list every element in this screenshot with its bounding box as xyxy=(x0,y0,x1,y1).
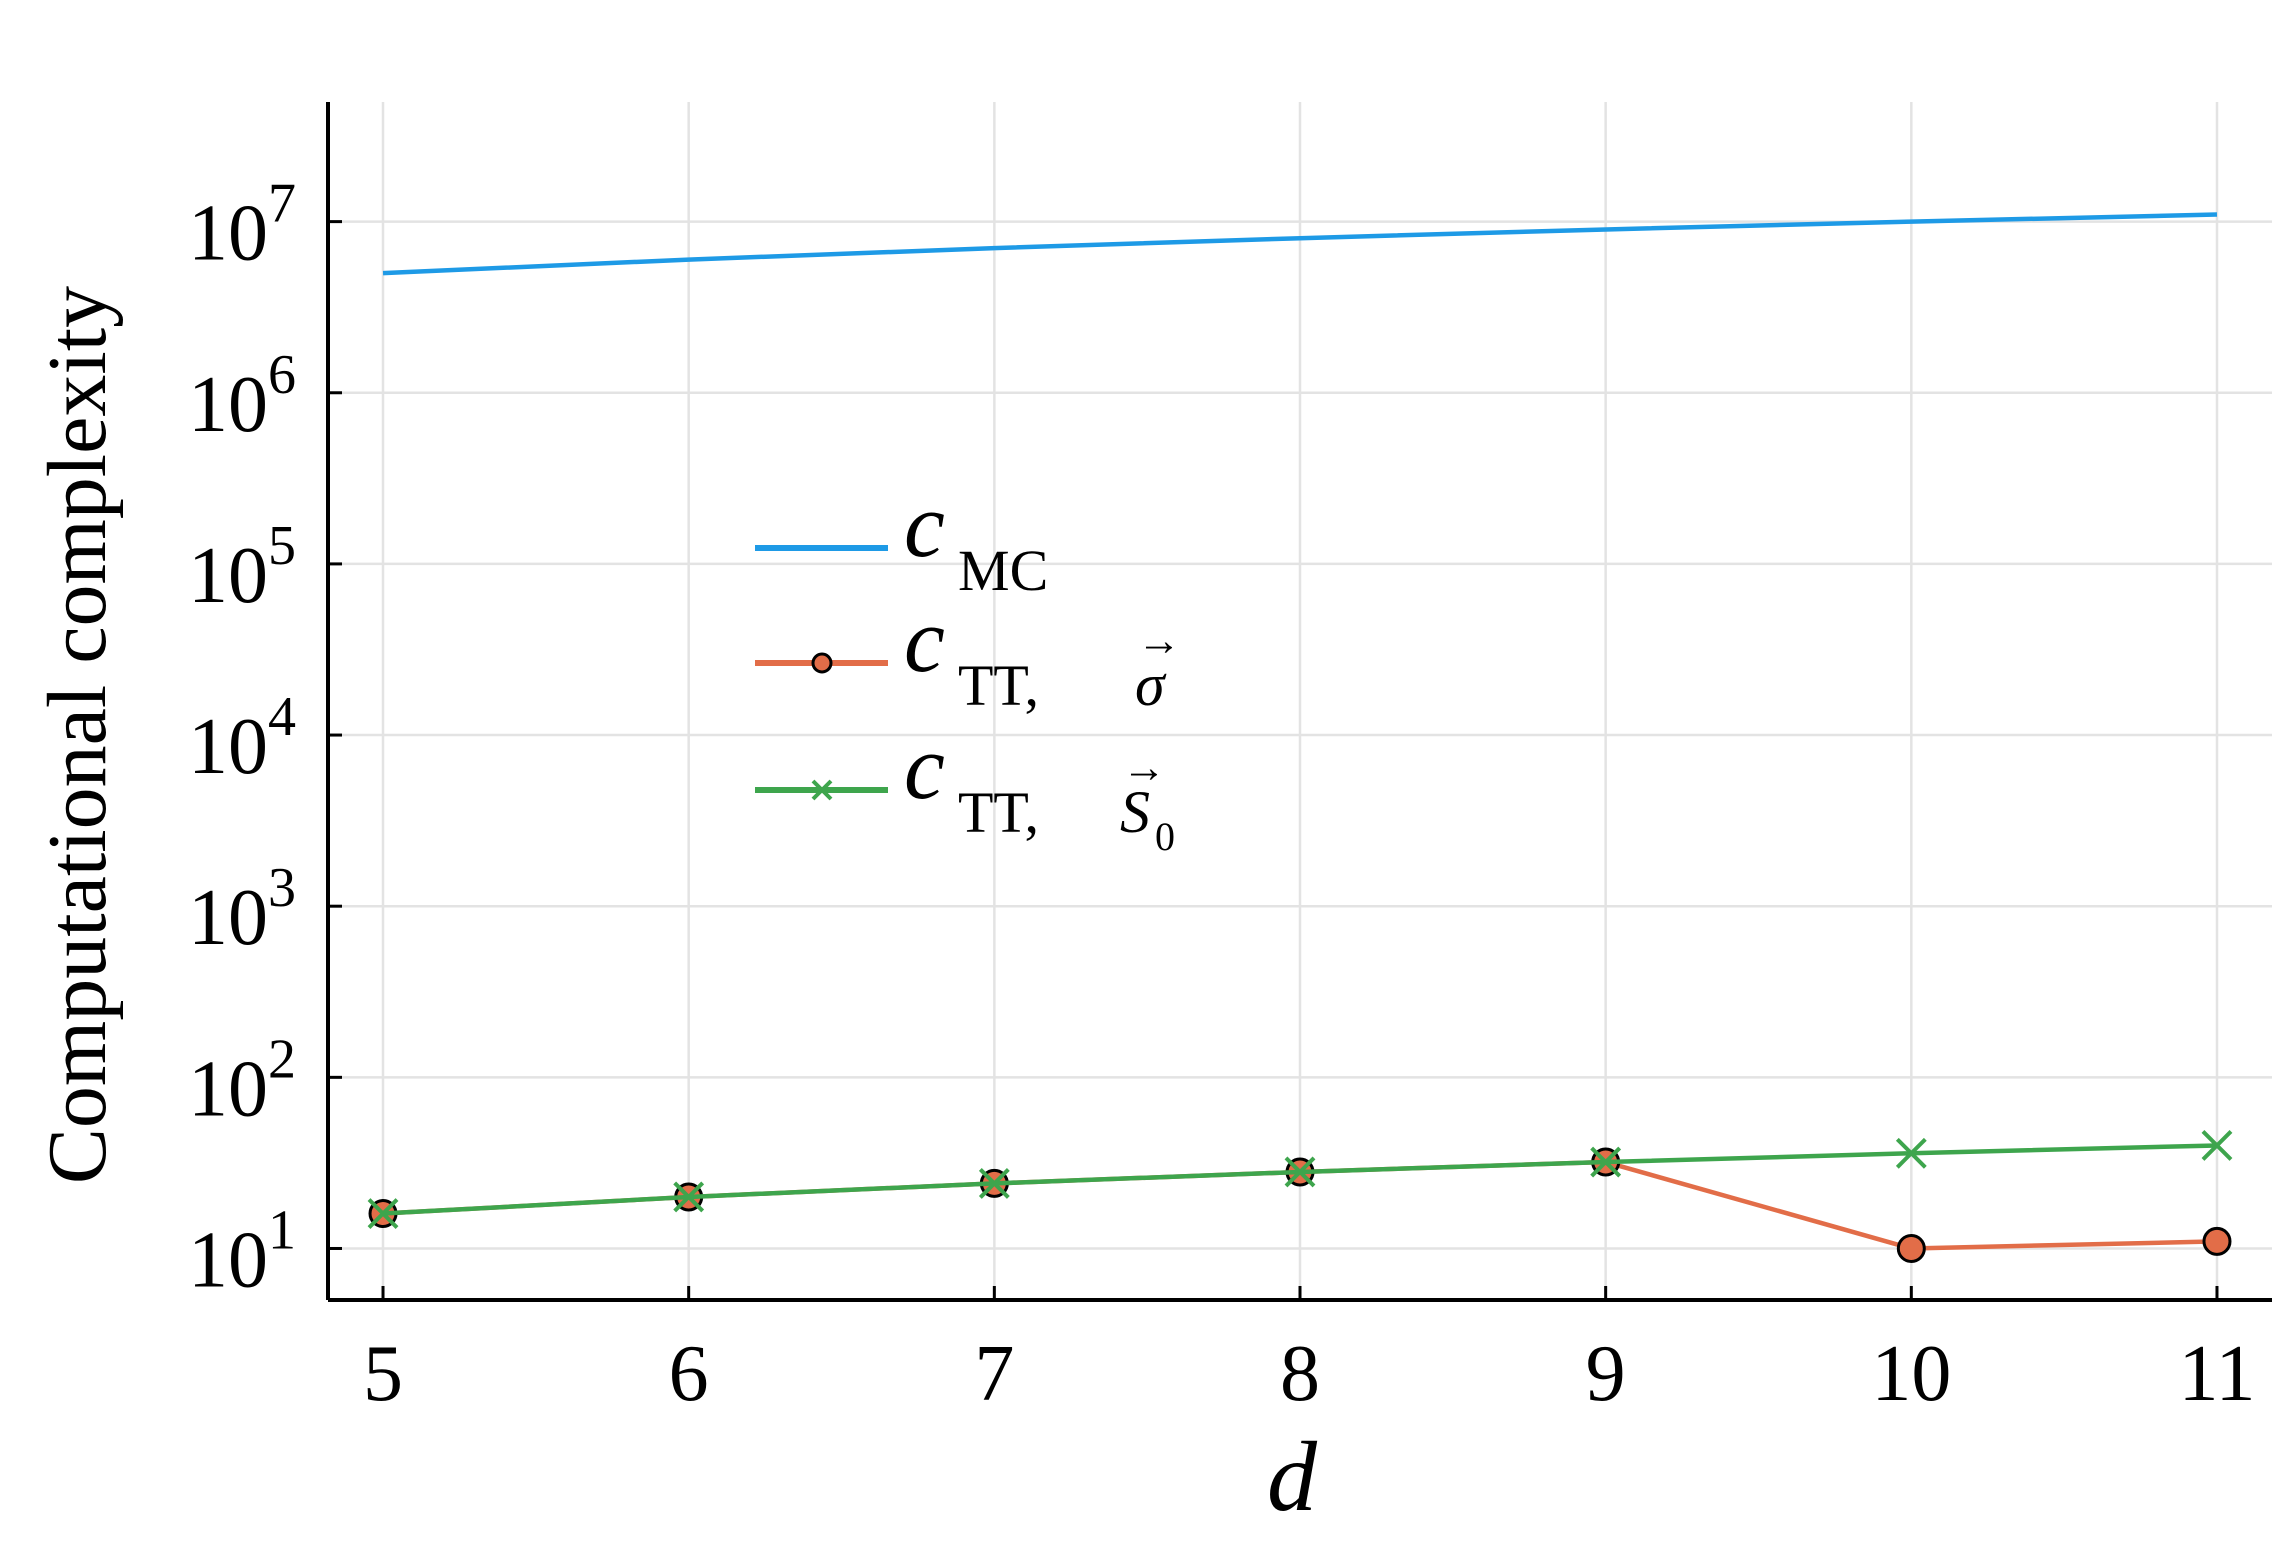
legend-label-symbol: S xyxy=(1120,779,1150,845)
y-tick-label: 107 xyxy=(188,173,296,278)
data-point-x xyxy=(1590,1146,1622,1178)
legend-label-subscript: MC xyxy=(958,538,1048,603)
y-tick-label: 106 xyxy=(188,344,296,449)
legend-label-symbol: σ xyxy=(1135,652,1167,718)
data-point-x xyxy=(1284,1156,1316,1188)
legend-marker-circle xyxy=(811,652,833,674)
x-tick-label: 7 xyxy=(974,1330,1014,1418)
y-tick-label: 102 xyxy=(188,1028,296,1133)
legend-label: c xyxy=(904,589,945,691)
x-axis-label: d xyxy=(1267,1421,1318,1532)
legend-label: c xyxy=(904,716,945,818)
data-point-x xyxy=(673,1181,705,1213)
x-tick-labels: 5 6 7 8 9 10 11 xyxy=(363,1330,2255,1418)
series-layer xyxy=(367,212,2233,1263)
y-axis-label: Computational complexity xyxy=(31,286,124,1184)
y-tick-label: 103 xyxy=(188,857,296,962)
data-point-circle xyxy=(2202,1226,2232,1256)
x-tick-label: 9 xyxy=(1586,1330,1626,1418)
legend-label-symbol-subscript: 0 xyxy=(1155,814,1175,859)
x-tick-label: 5 xyxy=(363,1330,403,1418)
legend-label-arrow: → xyxy=(1137,616,1181,665)
axes xyxy=(326,102,2272,1302)
legend-label: c xyxy=(904,474,945,576)
x-tick-label: 11 xyxy=(2178,1330,2255,1418)
legend-marker-x xyxy=(811,779,833,801)
data-point-x xyxy=(1895,1137,1927,1169)
data-point-x xyxy=(2201,1130,2233,1161)
x-tick-label: 10 xyxy=(1871,1330,1951,1418)
series-line xyxy=(382,212,2218,276)
data-point-circle xyxy=(1896,1233,1926,1263)
legend-label-subscript: TT, xyxy=(958,780,1039,845)
grid-lines xyxy=(328,102,2272,1300)
legend-label-subscript: TT, xyxy=(958,653,1039,718)
y-tick-label: 101 xyxy=(188,1199,296,1304)
legend-label-arrow: → xyxy=(1122,743,1166,792)
y-tick-label: 105 xyxy=(188,515,296,620)
y-tick-labels: 101 102 103 104 105 106 107 xyxy=(188,173,296,1305)
y-tick-label: 104 xyxy=(188,686,296,791)
legend: c MCc TT, σ→c TT, S 0→ xyxy=(755,474,1181,859)
data-point-x xyxy=(978,1167,1010,1199)
x-tick-label: 8 xyxy=(1280,1330,1320,1418)
x-tick-label: 6 xyxy=(669,1330,709,1418)
data-point-x xyxy=(367,1198,399,1229)
